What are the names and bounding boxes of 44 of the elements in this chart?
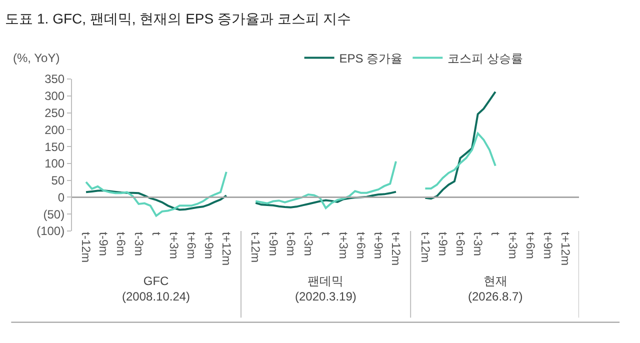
y-tick-label: 150 <box>44 140 65 154</box>
x-tick-label: t+6m <box>524 232 538 260</box>
x-tick-label: t+12m <box>389 232 404 266</box>
x-tick-label: t-9m <box>436 232 450 256</box>
y-tick-label: 0 <box>58 190 65 204</box>
x-tick-label: t-6m <box>453 232 468 256</box>
legend-label: 코스피 상승률 <box>448 51 524 66</box>
y-tick-label: 200 <box>44 122 65 137</box>
x-tick-label: t+6m <box>354 232 368 260</box>
x-tick-label: t-3m <box>301 232 316 256</box>
text: 현재 (2026.8.7) <box>468 274 523 304</box>
legend-label: EPS 증가율 <box>339 51 403 66</box>
x-tick-label: t-12m <box>248 232 263 263</box>
y-tick-label: (100) <box>36 224 65 238</box>
x-tick-label: t+3m <box>506 232 520 260</box>
x-tick-label: t-3m <box>470 232 485 256</box>
y-tick-label: 300 <box>44 89 65 104</box>
x-tick-label: t-3m <box>132 232 146 256</box>
text: 팬데믹 (2020.3.19) <box>295 274 356 304</box>
x-tick-label: t+6m <box>184 232 198 260</box>
x-tick-label: t-9m <box>266 232 280 256</box>
y-axis-title: (%, YoY) <box>13 51 60 65</box>
x-tick-label: t+3m <box>336 232 350 260</box>
x-tick-label: t-6m <box>114 232 128 256</box>
x-tick-label: t+9m <box>202 232 216 260</box>
x-tick-label: t <box>149 232 164 236</box>
y-tick-label: 100 <box>44 156 65 171</box>
x-tick-label: t+9m <box>372 232 386 260</box>
x-tick-label: t-6m <box>284 232 298 256</box>
y-tick-label: 50 <box>51 174 65 188</box>
x-tick-label: t-12m <box>79 232 94 263</box>
y-tick-label: (50) <box>43 207 65 222</box>
x-tick-label: t+12m <box>219 232 234 266</box>
y-tick-label: 250 <box>44 106 65 120</box>
x-tick-label: t-9m <box>96 232 111 256</box>
x-tick-label: t+3m <box>166 232 181 260</box>
x-tick-label: t <box>488 232 502 236</box>
y-tick-label: 350 <box>44 72 65 86</box>
text: GFC (2008.10.24) <box>122 274 190 304</box>
x-tick-label: t <box>318 232 333 236</box>
x-tick-label: t-12m <box>418 232 432 263</box>
x-tick-label: t+9m <box>541 232 556 260</box>
x-tick-label: t+12m <box>558 232 573 266</box>
chart-title: 도표 1. GFC, 팬데믹, 현재의 EPS 증가율과 코스피 지수 <box>5 10 352 27</box>
